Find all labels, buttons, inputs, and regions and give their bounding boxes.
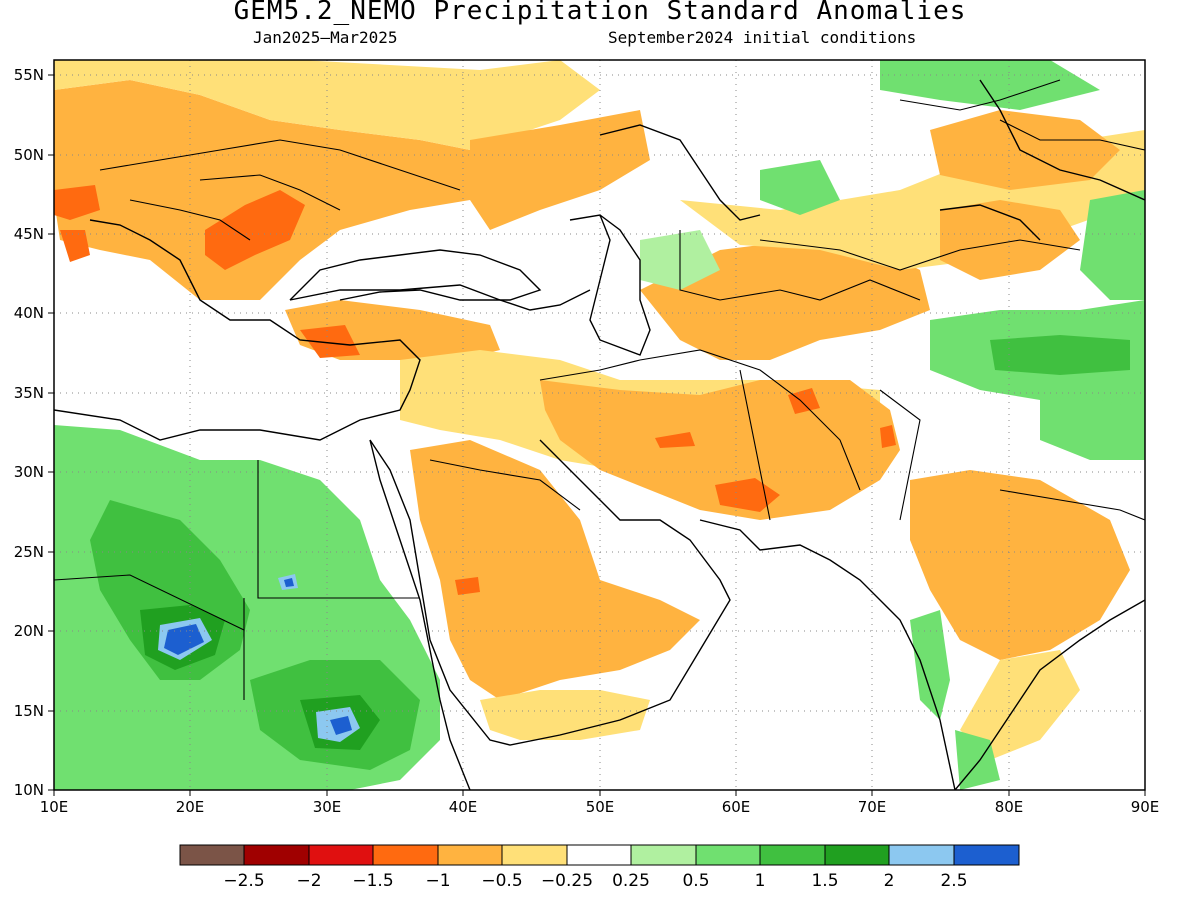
- lon-tick-label: 80E: [995, 798, 1024, 816]
- colorbar-swatch: [696, 845, 760, 865]
- colorbar-swatch: [760, 845, 825, 865]
- lat-tick-label: 45N: [14, 225, 44, 243]
- colorbar-swatch: [567, 845, 631, 865]
- colorbar-swatch: [373, 845, 438, 865]
- lat-tick-label: 55N: [14, 66, 44, 84]
- colorbar-swatch: [954, 845, 1019, 865]
- lon-tick-label: 50E: [586, 798, 615, 816]
- colorbar-label: 1.5: [811, 871, 838, 891]
- libya-wet-core: [284, 578, 294, 587]
- lat-tick-label: 40N: [14, 304, 44, 322]
- pakistan-moderate-dry: [880, 425, 896, 448]
- colorbar-swatch: [438, 845, 502, 865]
- colorbar-label: 2.5: [940, 871, 967, 891]
- balkan-moderate-dry: [205, 190, 305, 270]
- lon-tick-label: 70E: [858, 798, 887, 816]
- anomaly-field: [54, 60, 1145, 790]
- afghanistan-moderate-dry: [788, 388, 820, 414]
- lon-tick-label: 30E: [313, 798, 342, 816]
- colorbar: −2.5 −2 −1.5 −1 −0.5 −0.25 0.25 0.5 1 1.…: [179, 844, 1020, 891]
- lon-tick-label: 90E: [1131, 798, 1160, 816]
- colorbar-label: −0.5: [481, 871, 522, 891]
- lon-tick-label: 10E: [40, 798, 69, 816]
- europe-light-dry: [54, 60, 600, 150]
- chad-extreme-wet: [164, 624, 204, 655]
- colorbar-swatch: [309, 845, 373, 865]
- coastlines: [54, 79, 1145, 790]
- italy-moderate-dry: [60, 230, 90, 262]
- lon-tick-label: 60E: [722, 798, 751, 816]
- turkey-moderate-dry: [300, 325, 360, 358]
- iran-dry-area: [540, 380, 900, 520]
- lat-tick-label: 10N: [14, 781, 44, 799]
- colorbar-label: −2.5: [223, 871, 264, 891]
- yemen-light-dry: [480, 690, 650, 740]
- arabia-dry-area: [410, 440, 700, 700]
- india-south-wet-2: [955, 730, 1000, 790]
- forecast-period: Jan2025–Mar2025: [253, 28, 398, 47]
- colorbar-swatch: [502, 845, 567, 865]
- initial-conditions: September2024 initial conditions: [608, 28, 917, 47]
- china-dry: [940, 200, 1080, 280]
- country-borders: [54, 79, 1145, 700]
- lat-tick-label: 30N: [14, 463, 44, 481]
- india-light-dry: [960, 650, 1080, 760]
- mongolia-dry: [930, 110, 1120, 190]
- china-wet-area: [1040, 400, 1145, 460]
- india-south-wet: [910, 610, 950, 720]
- colorbar-swatch: [889, 845, 954, 865]
- lon-tick-label: 40E: [449, 798, 478, 816]
- lat-tick-label: 35N: [14, 384, 44, 402]
- sudan-extreme-wet: [330, 716, 352, 735]
- colorbar-label: −1: [425, 871, 450, 891]
- colorbar-swatch: [631, 845, 696, 865]
- colorbar-label: 0.5: [682, 871, 709, 891]
- lon-tick-label: 20E: [176, 798, 205, 816]
- colorbar-swatch: [180, 845, 244, 865]
- lat-tick-label: 15N: [14, 702, 44, 720]
- arabia-moderate-dry: [455, 577, 480, 595]
- colorbar-label: −0.25: [541, 871, 593, 891]
- colorbar-label: −1.5: [352, 871, 393, 891]
- siberia-wet-area: [880, 60, 1100, 110]
- tibet-wet-core: [990, 335, 1130, 375]
- colorbar-label: 1: [755, 871, 766, 891]
- caspian-dry-area: [470, 110, 650, 230]
- alps-moderate-dry: [54, 185, 100, 220]
- colorbar-label: 2: [884, 871, 895, 891]
- kazakh-wet-spot: [760, 160, 840, 215]
- lat-tick-label: 50N: [14, 146, 44, 164]
- colorbar-swatch: [244, 845, 309, 865]
- east-china-wet: [1080, 190, 1145, 300]
- colorbar-label: −2: [296, 871, 321, 891]
- lat-tick-label: 20N: [14, 622, 44, 640]
- iran-moderate-dry-1: [655, 432, 695, 448]
- map-title: GEM5.2_NEMO Precipitation Standard Anoma…: [233, 0, 967, 26]
- colorbar-label: 0.25: [612, 871, 650, 891]
- lat-tick-label: 25N: [14, 543, 44, 561]
- india-dry-area: [910, 470, 1130, 660]
- colorbar-swatch: [825, 845, 889, 865]
